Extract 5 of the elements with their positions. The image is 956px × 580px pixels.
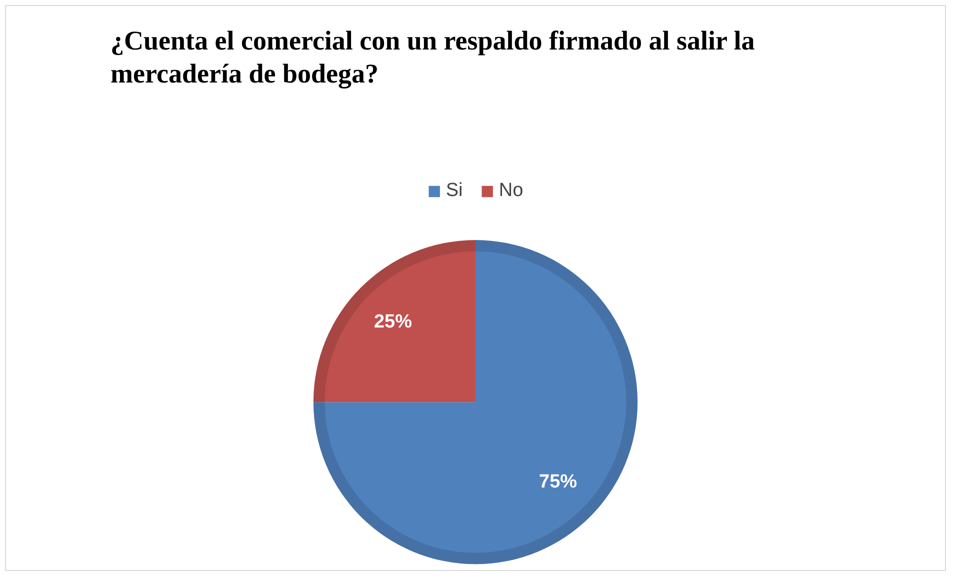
legend-label: No xyxy=(498,180,524,202)
data-label: 25% xyxy=(374,311,412,332)
chart-title: ¿Cuenta el comercial con un respaldo firmado al salir la mercadería de bodega? xyxy=(110,26,756,88)
data-label: 75% xyxy=(539,472,578,493)
legend-label: Si xyxy=(446,180,464,202)
